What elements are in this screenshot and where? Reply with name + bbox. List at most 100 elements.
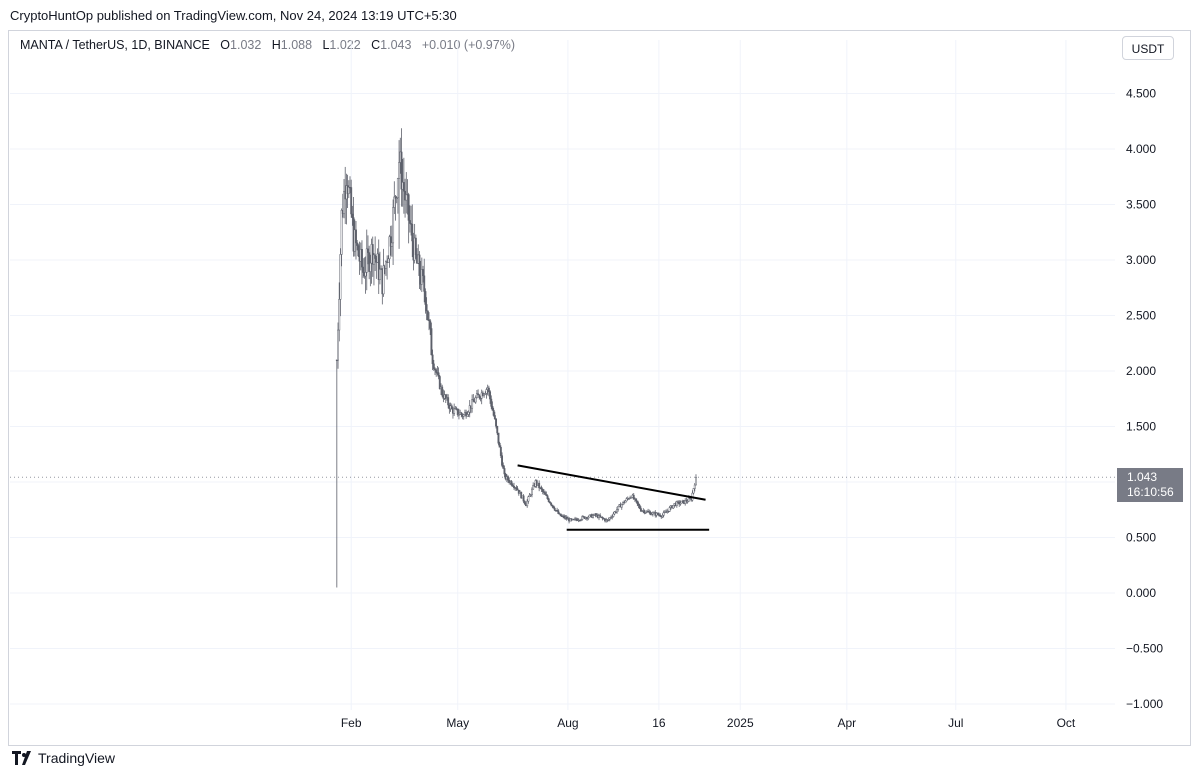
y-tick-label: 0.500 (1126, 531, 1156, 545)
candle-body (601, 516, 604, 519)
candle-body (387, 258, 390, 263)
x-tick-label: May (446, 716, 469, 730)
symbol-name[interactable]: MANTA / TetherUS, 1D, BINANCE (20, 38, 210, 52)
candle-body (338, 299, 341, 331)
footer-brand[interactable]: TradingView (12, 750, 115, 766)
candle-body (611, 516, 614, 518)
candle-body (441, 386, 444, 396)
candle-body (447, 397, 450, 406)
candle-body (483, 393, 486, 397)
chart-frame (8, 30, 1191, 746)
candle-body (422, 269, 424, 277)
candle-body (450, 405, 453, 410)
candle-body (507, 476, 509, 481)
candle-body (420, 269, 423, 285)
currency-button[interactable]: USDT (1122, 36, 1174, 60)
candle-body (541, 489, 544, 492)
candle-body (499, 446, 502, 456)
last-price-value: 1.043 (1127, 470, 1158, 484)
candle-body (559, 513, 562, 517)
candle-body (428, 319, 430, 322)
change-value: +0.010 (+0.97%) (421, 38, 515, 52)
candle-body (548, 501, 551, 504)
low-label: L (322, 38, 330, 52)
symbol-legend: MANTA / TetherUS, 1D, BINANCE O1.032 H1.… (20, 38, 515, 52)
candle-body (620, 504, 623, 508)
y-tick-label: 4.000 (1126, 142, 1156, 156)
high-label: H (271, 38, 281, 52)
trendline-descending-resistance[interactable] (517, 464, 706, 501)
candle-body (340, 210, 343, 255)
candle-body (553, 507, 556, 511)
candle-body (492, 409, 495, 416)
candle-body (435, 369, 438, 373)
candle-body (402, 182, 405, 192)
candle-body (437, 372, 440, 377)
x-tick-label: Feb (341, 716, 362, 730)
candle-body (662, 512, 665, 516)
candle-body (650, 513, 653, 516)
open-label: O (220, 38, 231, 52)
candle-body (599, 515, 602, 518)
y-tick-label: 3.500 (1126, 198, 1156, 212)
candle-body (535, 480, 538, 486)
candle-body (607, 519, 610, 521)
x-tick-label: 2025 (727, 716, 754, 730)
candle-body (475, 393, 478, 398)
candle-body (491, 406, 494, 411)
candle-body (372, 254, 375, 265)
candle-body (520, 491, 523, 499)
candle-body (355, 229, 357, 244)
candle-body (695, 476, 697, 486)
candle-body (347, 186, 350, 195)
candle-body (538, 482, 541, 489)
candle-body (495, 418, 498, 427)
publisher-line: CryptoHuntOp published on TradingView.co… (10, 8, 457, 23)
candle-body (408, 220, 411, 224)
candle-body (649, 511, 652, 516)
candle-body (613, 511, 616, 515)
candle-body (407, 194, 410, 221)
candle-body (471, 399, 474, 409)
candle-body (610, 516, 612, 519)
candle-body (594, 513, 597, 516)
candle-body (617, 505, 620, 510)
x-tick-label: Jul (948, 716, 963, 730)
candle-body (362, 266, 365, 273)
candle-body (414, 237, 417, 255)
candle-body (434, 368, 436, 371)
y-tick-label: 1.500 (1126, 420, 1156, 434)
candle-body (398, 162, 401, 179)
candle-body (350, 187, 353, 215)
y-tick-label: 4.500 (1126, 87, 1156, 101)
candle-body (527, 496, 530, 502)
candle-body (532, 485, 535, 490)
candle-body (580, 519, 583, 521)
candle-body (592, 515, 594, 518)
candle-body (431, 354, 434, 365)
candle-body (624, 500, 627, 504)
candle-body (369, 262, 372, 272)
candle-body (544, 492, 547, 495)
candle-body (639, 508, 642, 512)
candle-body (575, 518, 578, 520)
candle-body (565, 516, 568, 520)
candle-body (474, 397, 477, 403)
y-tick-label: −0.500 (1126, 642, 1163, 656)
candle-body (516, 488, 519, 491)
candle-body (656, 512, 659, 515)
candle-body (390, 242, 393, 247)
candle-body (388, 236, 391, 260)
candle-body (685, 500, 688, 502)
candle-body (432, 363, 435, 370)
candle-body (478, 394, 481, 398)
candle-body (510, 481, 513, 486)
candle-body (371, 244, 374, 265)
candle-body (668, 507, 671, 512)
candle-body (487, 387, 490, 392)
candle-body (680, 500, 683, 504)
candle-body (365, 248, 368, 273)
candle-body (515, 487, 518, 490)
candle-body (672, 505, 675, 509)
